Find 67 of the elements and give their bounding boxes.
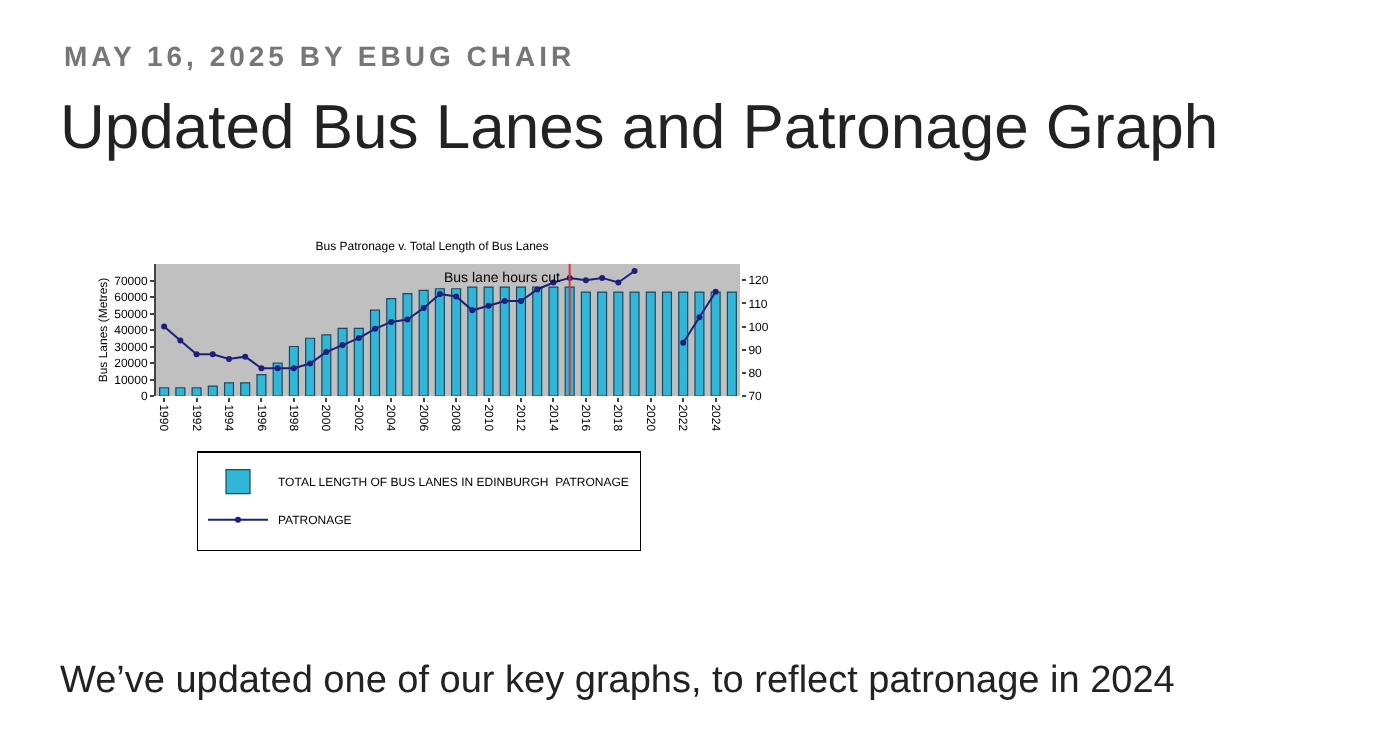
point — [339, 342, 346, 349]
bar — [467, 286, 478, 396]
point — [290, 365, 297, 372]
bar — [645, 291, 656, 396]
point — [599, 274, 606, 281]
point — [161, 323, 168, 330]
bar — [256, 373, 267, 396]
bar — [191, 387, 202, 396]
point — [242, 353, 249, 360]
bar — [726, 291, 737, 396]
point — [696, 314, 703, 321]
bar — [353, 327, 364, 396]
point — [436, 291, 443, 298]
bar — [694, 291, 705, 396]
point — [372, 325, 378, 332]
bar — [580, 291, 591, 396]
bar — [175, 387, 186, 396]
point — [582, 277, 589, 284]
bar — [515, 286, 527, 396]
point — [193, 351, 200, 358]
point — [404, 316, 411, 323]
bar — [402, 293, 413, 396]
point — [615, 279, 622, 286]
bar — [597, 291, 608, 396]
bar — [288, 345, 299, 396]
bar — [321, 334, 332, 396]
point — [388, 318, 395, 325]
point — [453, 293, 460, 300]
bar — [613, 291, 624, 396]
point — [177, 337, 184, 344]
point — [631, 267, 638, 274]
bar — [305, 337, 316, 396]
point — [209, 351, 216, 358]
point — [307, 360, 314, 367]
bar — [386, 298, 397, 396]
bar — [369, 309, 381, 396]
bar — [532, 286, 543, 396]
point — [323, 349, 330, 355]
point — [534, 286, 541, 293]
point — [485, 302, 492, 309]
bar — [483, 286, 494, 396]
bar — [223, 382, 235, 396]
point — [501, 298, 508, 305]
bar — [434, 288, 445, 396]
point — [274, 365, 281, 372]
bar — [661, 291, 673, 396]
text: Updated Bus Lanes and Patronage Graph — [60, 92, 1219, 164]
point — [355, 335, 362, 342]
bar — [240, 382, 251, 396]
bar — [418, 289, 429, 396]
bar — [159, 387, 170, 396]
point — [712, 288, 719, 295]
bar — [337, 327, 348, 396]
point — [469, 307, 476, 314]
point — [420, 305, 427, 311]
text: We’ve updated one of our key graphs, to reflect patronage in 2024 — [60, 660, 1175, 704]
point — [226, 355, 232, 362]
bar — [207, 385, 218, 396]
bar — [548, 286, 559, 396]
bar — [629, 291, 640, 396]
point — [680, 339, 687, 346]
point — [258, 365, 265, 372]
bar — [710, 291, 721, 396]
bar — [499, 286, 510, 396]
bar — [451, 288, 462, 396]
bar — [678, 291, 689, 396]
text: MAY 16, 2025 BY EBUG CHAIR — [64, 40, 576, 72]
